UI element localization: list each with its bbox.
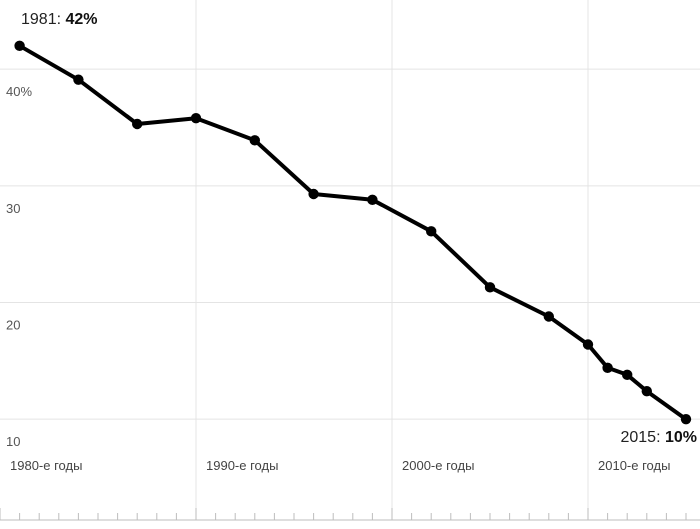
y-tick-label-20: 20 bbox=[6, 318, 20, 333]
data-point-1984 bbox=[73, 74, 84, 85]
y-tick-label-10: 10 bbox=[6, 434, 20, 449]
data-point-2002 bbox=[426, 226, 437, 237]
y-axis-ticks: 10 20 30 40% bbox=[6, 84, 32, 449]
x-tick-label-2010: 2010-е годы bbox=[598, 458, 670, 473]
data-point-2010 bbox=[582, 339, 594, 350]
data-point-1999 bbox=[367, 194, 378, 206]
series bbox=[14, 40, 692, 425]
data-point-2013 bbox=[641, 385, 652, 397]
y-tick-label-30: 30 bbox=[6, 201, 20, 216]
data-point-1990 bbox=[190, 112, 202, 124]
data-point-2015 bbox=[680, 413, 692, 425]
data-point-1996 bbox=[308, 188, 319, 200]
annotation-end-label: 2015: bbox=[620, 429, 664, 446]
series-line-0 bbox=[17, 43, 688, 422]
data-point-2011 bbox=[602, 362, 613, 374]
x-tick-label-2000: 2000-е годы bbox=[402, 458, 474, 473]
data-point-2005 bbox=[484, 282, 496, 293]
y-tick-label-40: 40% bbox=[6, 84, 32, 99]
annotation-end: 2015: 10% bbox=[620, 429, 697, 446]
x-axis-ticks: 1980-е годы 1990-е годы 2000-е годы 2010-е … bbox=[10, 458, 670, 473]
x-tick-label-1980: 1980-е годы bbox=[10, 458, 82, 473]
data-point-2012 bbox=[622, 369, 633, 381]
data-point-1987 bbox=[132, 118, 143, 130]
data-point-1993 bbox=[249, 135, 260, 146]
annotation-end-value: 10% bbox=[665, 429, 697, 446]
annotation-start-value: 42% bbox=[65, 11, 97, 28]
annotation-start: 1981: 42% bbox=[21, 11, 98, 28]
x-axis-minor-ticks bbox=[0, 508, 700, 521]
data-point-2008 bbox=[543, 311, 554, 322]
data-point-1981 bbox=[14, 40, 25, 52]
x-tick-label-1990: 1990-е годы bbox=[206, 458, 278, 473]
annotation-start-label: 1981: bbox=[21, 11, 65, 28]
